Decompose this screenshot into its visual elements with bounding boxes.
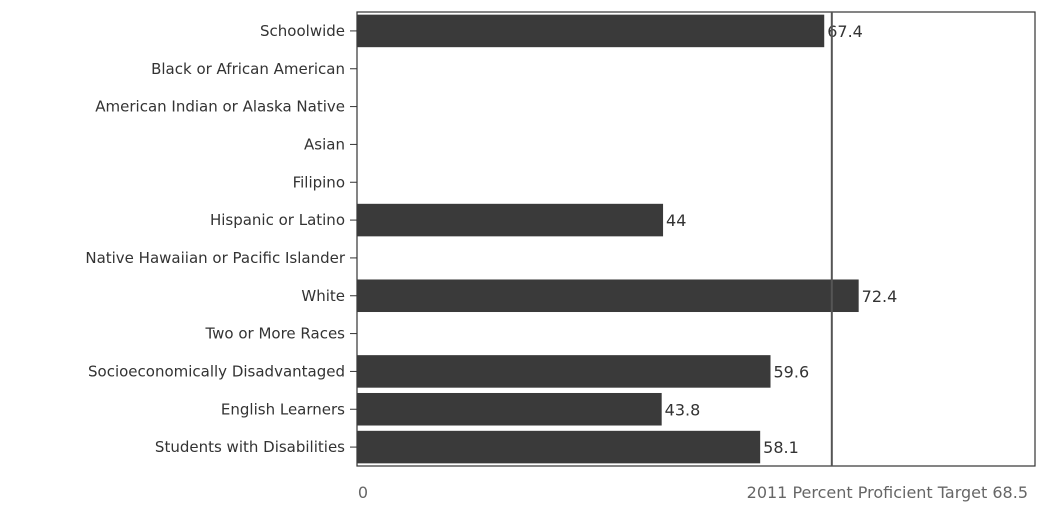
bar-students-with-disabilities (357, 430, 761, 464)
category-label-hispanic-or-latino: Hispanic or Latino (210, 211, 345, 229)
bar-white (357, 279, 859, 313)
target-label: 2011 Percent Proficient Target 68.5 (747, 483, 1028, 502)
category-label-schoolwide: Schoolwide (260, 22, 345, 40)
value-label-students-with-disabilities: 58.1 (763, 438, 799, 457)
plot-frame (356, 11, 1036, 467)
category-label-students-with-disabilities: Students with Disabilities (155, 438, 345, 456)
category-label-white: White (301, 287, 345, 305)
category-label-american-indian-or-alaska-native: American Indian or Alaska Native (95, 98, 345, 116)
bar-schoolwide (357, 14, 825, 48)
category-label-black-or-african-american: Black or African American (151, 60, 345, 78)
category-label-socioeconomically-disadvantaged: Socioeconomically Disadvantaged (88, 362, 345, 380)
category-label-asian: Asian (304, 135, 345, 153)
x-axis-tick-label: 0 (358, 483, 368, 502)
category-labels: Schoolwide Black or African American Ameri… (85, 22, 345, 456)
value-label-hispanic-or-latino: 44 (666, 211, 686, 230)
category-label-english-learners: English Learners (221, 400, 345, 418)
category-label-filipino: Filipino (293, 173, 345, 191)
value-label-english-learners: 43.8 (665, 400, 701, 419)
value-label-socioeconomically-disadvantaged: 59.6 (774, 362, 810, 381)
category-ticks (350, 30, 357, 448)
value-labels: 67.4 44 72.4 59.6 43.8 58.1 (665, 22, 898, 457)
value-label-white: 72.4 (862, 287, 898, 306)
bar-socioeconomically-disadvantaged (357, 355, 771, 388)
category-label-native-hawaiian-or-pacific-islander: Native Hawaiian or Pacific Islander (85, 249, 345, 267)
bar-english-learners (357, 392, 662, 426)
category-label-two-or-more-races: Two or More Races (204, 325, 345, 343)
bars (357, 14, 859, 464)
bar-hispanic-or-latino (357, 203, 664, 237)
value-label-schoolwide: 67.4 (827, 22, 863, 41)
